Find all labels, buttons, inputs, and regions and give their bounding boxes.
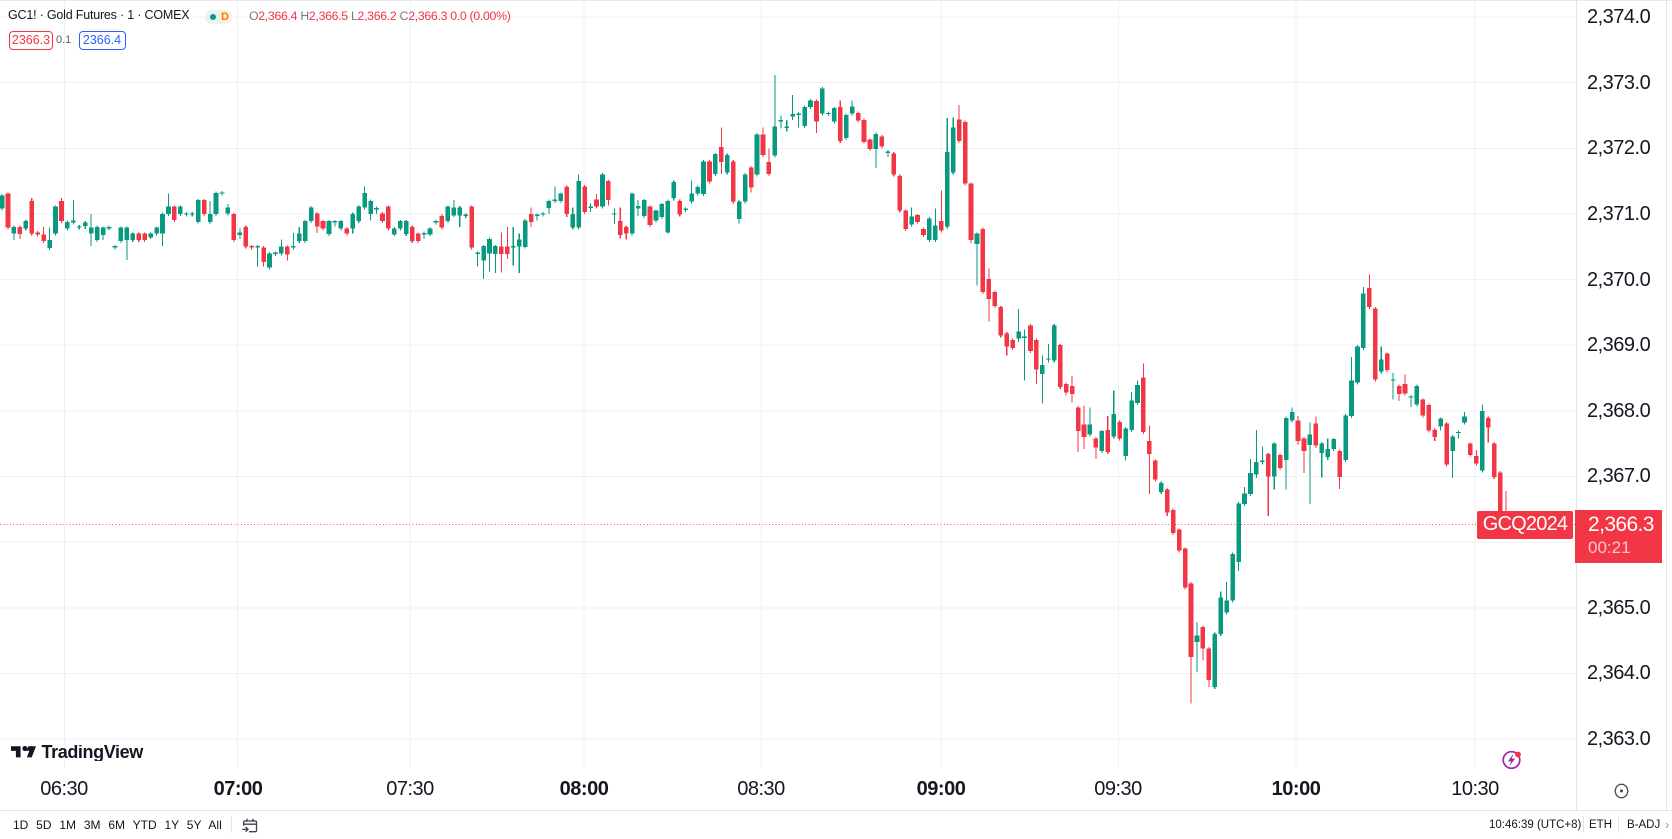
svg-text:TradingView: TradingView <box>42 745 145 761</box>
